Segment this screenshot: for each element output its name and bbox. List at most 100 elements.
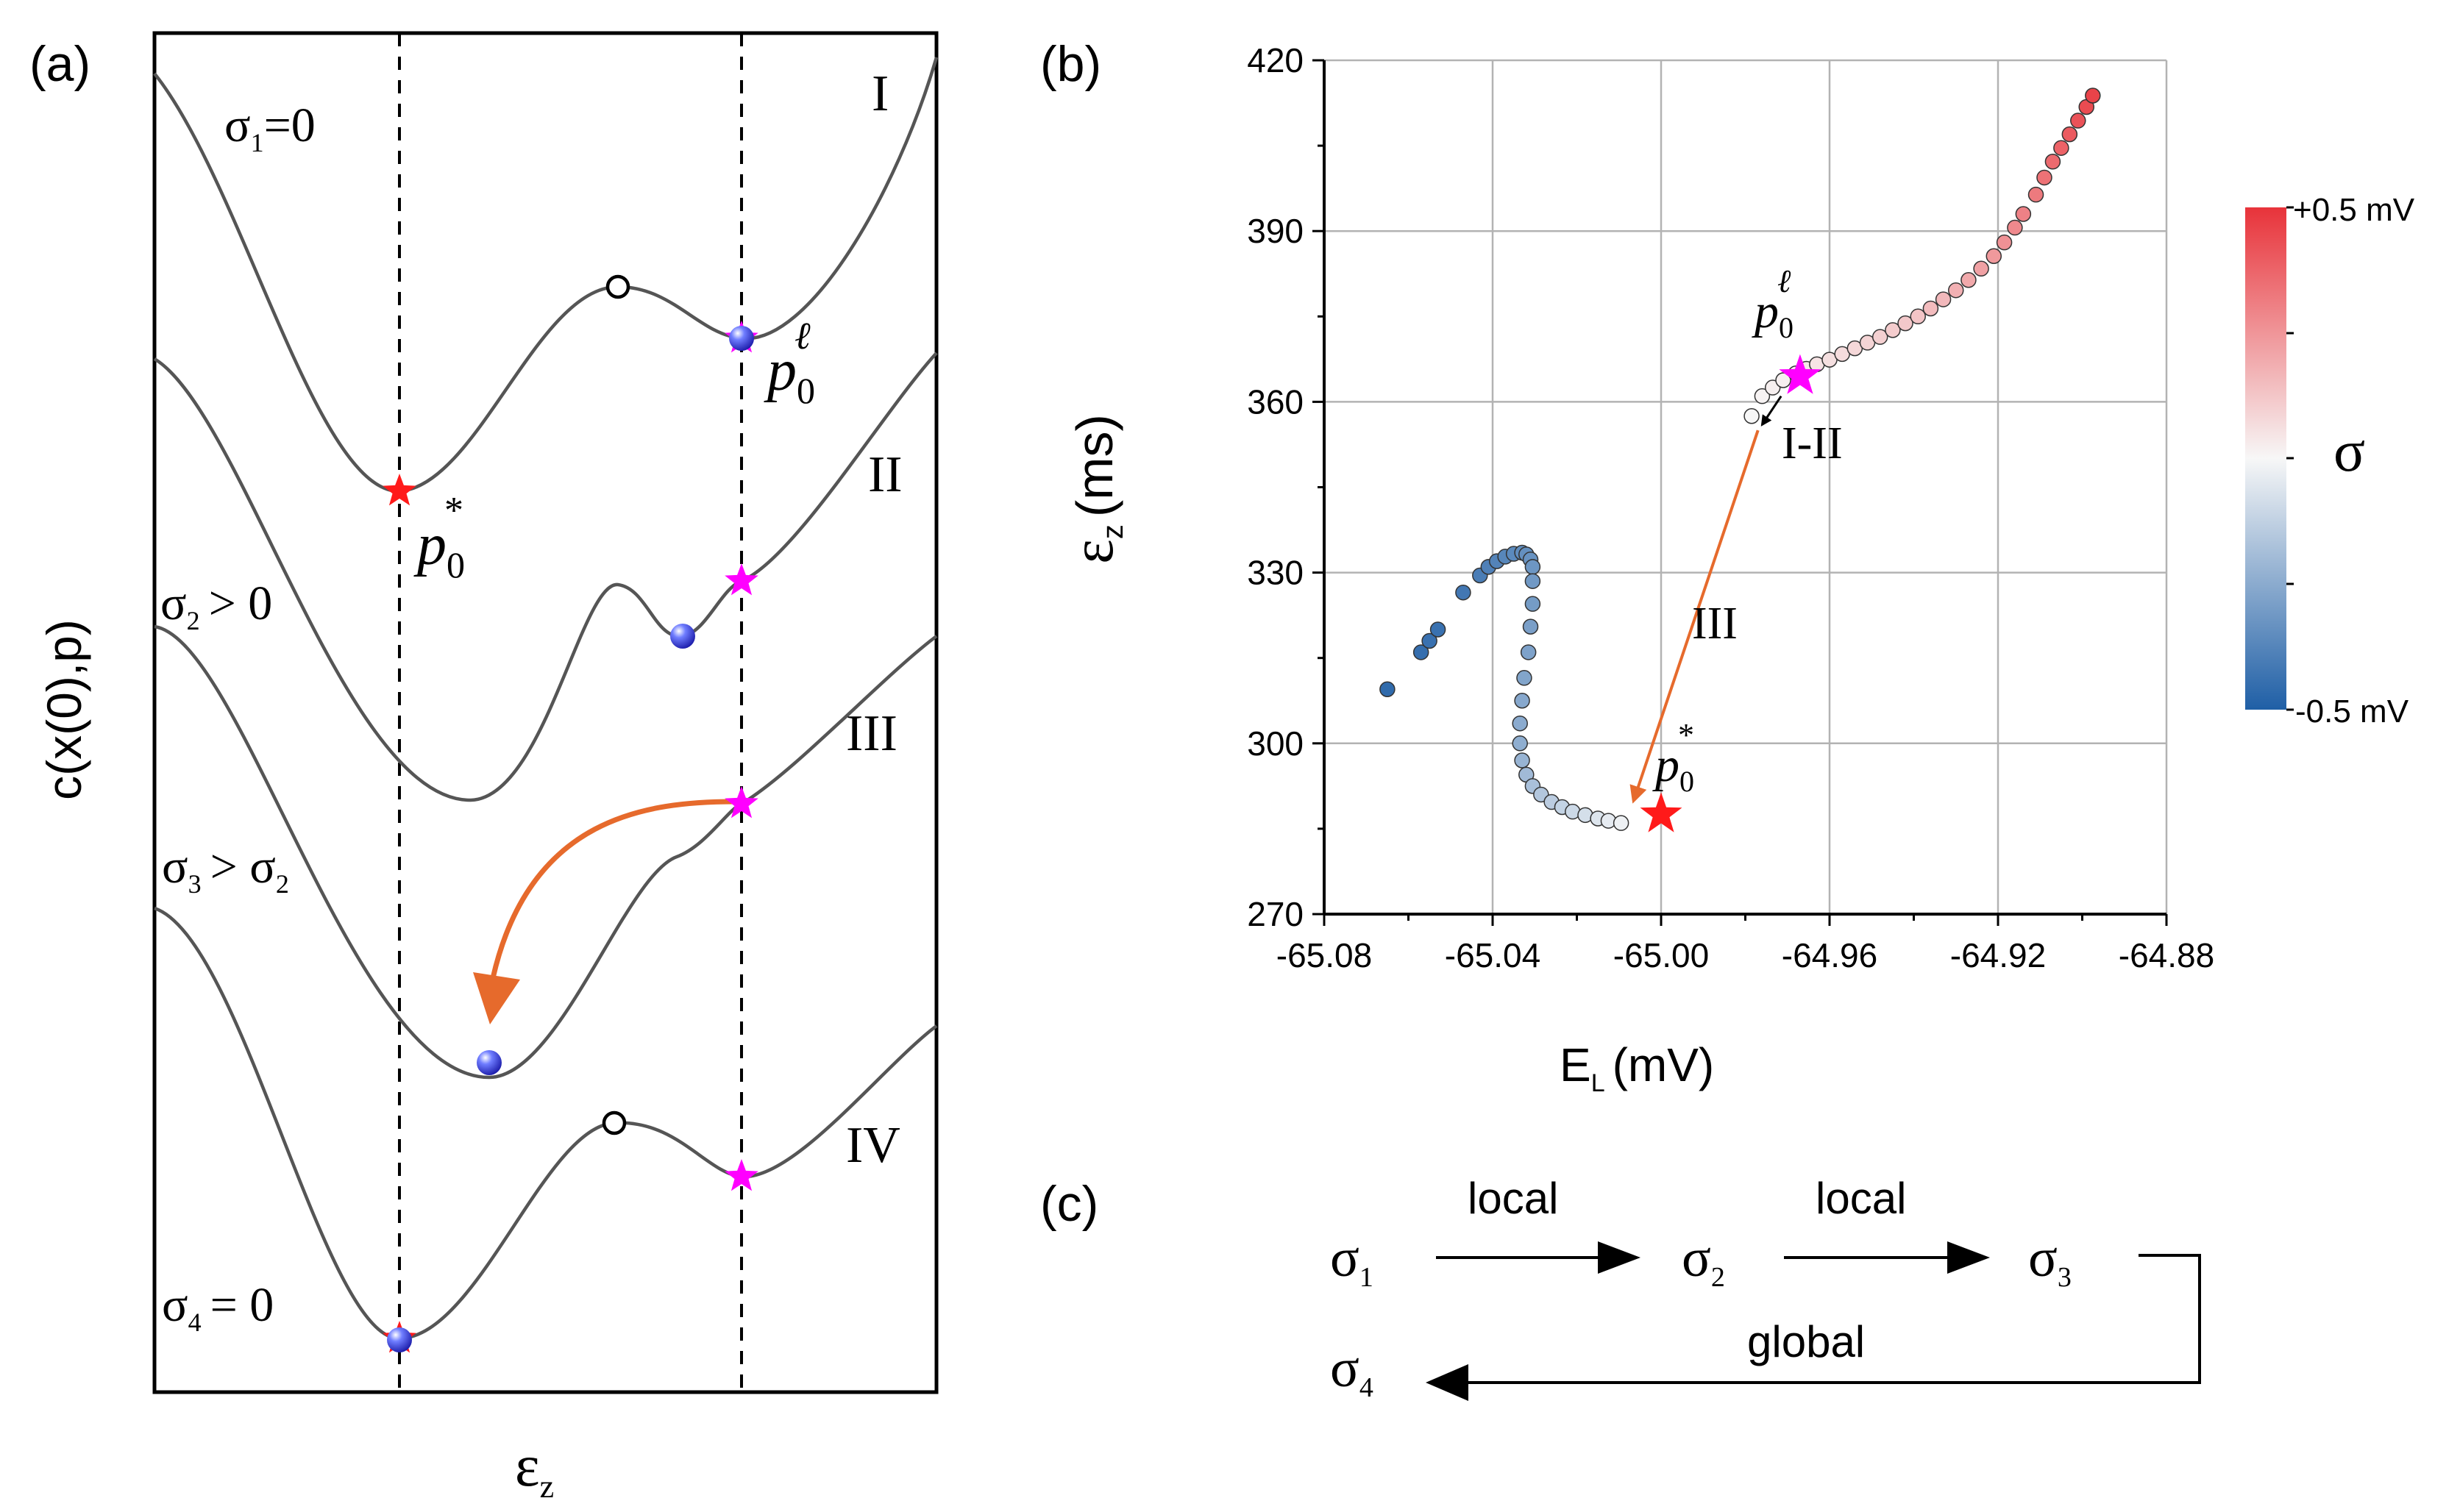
x-tick-label: -65.00: [1613, 936, 1709, 974]
data-point: [1910, 308, 1926, 325]
data-point: [1922, 300, 1939, 317]
saddle-marker-i: [605, 274, 630, 299]
saddle-marker-iv: [602, 1110, 627, 1135]
transition-label-i-ii: I-II: [1782, 418, 1843, 468]
global-jump-arrowhead: [473, 972, 520, 1024]
transition-arrow-i-ii: [1760, 395, 1782, 427]
data-point: [1522, 618, 1539, 635]
data-point: [2007, 219, 2023, 236]
scatter-plot: -65.08 -65.04 -65.00 -64.96 -64.92 -64.88 270 3…: [1247, 41, 2214, 974]
y-tick-label: 330: [1247, 554, 1304, 592]
colorbar-min-label: -0.5 mV: [2295, 693, 2409, 730]
sigma-condition: = 0: [210, 1278, 274, 1332]
p-star-label-b: p0*: [1652, 717, 1694, 798]
data-point: [2036, 169, 2052, 186]
data-point: [1885, 322, 1901, 338]
sigma-condition-subscript: 2: [276, 869, 289, 899]
transition-arrow-iii: [1629, 429, 1760, 804]
sigma-label-1: σ1=0: [224, 99, 316, 157]
p-star-label: p0*: [413, 490, 465, 585]
data-point: [1935, 291, 1952, 307]
global-return-arrowhead: [1426, 1364, 1468, 1401]
sigma-label-3: σ3 > σ2: [162, 840, 289, 899]
data-point: [2070, 113, 2086, 129]
panel-c: (c) σ1 σ2 σ3 σ4 local local global: [1040, 1174, 2201, 1403]
state-ball: [729, 326, 754, 351]
cost-curve-ii: [153, 352, 938, 802]
data-point: [1455, 584, 1471, 601]
data-point: [1948, 282, 1964, 299]
x-tick-label: -64.92: [1950, 936, 2046, 974]
y-tick-label: 420: [1247, 41, 1304, 79]
data-point: [1514, 752, 1530, 769]
data-point: [1512, 735, 1528, 752]
sigma-condition: > 0: [209, 577, 273, 630]
sigma-label-4: σ4 = 0: [162, 1278, 274, 1337]
x-tick-label: -65.04: [1445, 936, 1540, 974]
cost-curve-iii: [154, 624, 938, 1080]
curve-label-iv: IV: [846, 1117, 900, 1174]
data-point: [1743, 408, 1760, 424]
data-point: [1613, 815, 1629, 831]
p-local-label-b: p0ℓ: [1752, 263, 1794, 344]
panel-c-label: (c): [1040, 1176, 1098, 1232]
data-point: [1524, 559, 1541, 575]
global-jump-arrow: [490, 799, 736, 979]
panel-a-frame: [152, 31, 939, 1394]
local-arrow-1-label: local: [1468, 1174, 1558, 1223]
data-point: [1429, 621, 1446, 638]
local-arrow-1-head: [1598, 1241, 1640, 1274]
flow-sigma-1: σ1: [1330, 1228, 1373, 1293]
sigma-condition: > σ: [210, 840, 276, 894]
data-point: [1524, 596, 1541, 612]
data-point: [1973, 260, 1989, 277]
sigma-subscript: 3: [188, 869, 202, 899]
data-point: [1514, 693, 1530, 709]
x-tick-label: -65.08: [1276, 936, 1372, 974]
y-tick-label: 300: [1247, 724, 1304, 763]
colorbar-title: σ: [2333, 419, 2365, 484]
sigma-subscript: 4: [188, 1308, 202, 1337]
panel-b-y-axis-label: εz(ms): [1061, 414, 1129, 564]
curve-label-i: I: [872, 65, 889, 122]
flow-sigma-4: σ4: [1330, 1338, 1373, 1403]
flow-sigma-2: σ2: [1682, 1228, 1725, 1293]
y-tick-label: 270: [1247, 895, 1304, 933]
data-point: [2044, 154, 2061, 170]
cost-curve-i: [153, 57, 939, 493]
global-return-path: [1464, 1254, 2201, 1384]
y-tick-label: 360: [1247, 382, 1304, 421]
panel-a-markers: [383, 321, 758, 1353]
colorbar: [2245, 207, 2286, 710]
sigma-subscript: 2: [187, 606, 200, 635]
data-point: [1512, 715, 1528, 732]
data-point: [1421, 632, 1437, 649]
curve-label-ii: II: [868, 446, 903, 503]
state-ball: [477, 1050, 502, 1075]
sigma-symbol: σ: [162, 840, 188, 894]
data-point: [2053, 140, 2069, 156]
panel-b-x-axis-label: EL (mV): [1560, 1038, 1714, 1097]
data-point: [1986, 248, 2002, 265]
sigma-condition: =0: [264, 99, 316, 152]
data-point: [1754, 388, 1771, 404]
panel-a: (a) I II III IV σ1=0 σ2 > 0 σ3 > σ2 σ4 = 0 …: [29, 31, 939, 1505]
data-point: [1996, 234, 2013, 251]
data-point: [1897, 315, 1913, 332]
data-point: [1524, 573, 1541, 589]
data-point: [2027, 186, 2044, 203]
global-return-label: global: [1747, 1317, 1865, 1366]
data-point: [1516, 670, 1532, 686]
panel-a-label: (a): [29, 36, 90, 92]
panel-a-y-axis-label: c(x(0),p): [37, 619, 91, 800]
data-point: [2061, 126, 2078, 143]
sigma-label-2: σ2 > 0: [160, 577, 272, 635]
sigma-symbol: σ: [162, 1278, 188, 1332]
data-point: [1960, 272, 1977, 288]
local-optimum-star: [1779, 354, 1821, 394]
global-optimum-star: [1640, 792, 1682, 832]
data-point: [1520, 644, 1537, 660]
cost-curve-iv: [154, 906, 938, 1341]
flow-sigma-3: σ3: [2028, 1228, 2072, 1293]
